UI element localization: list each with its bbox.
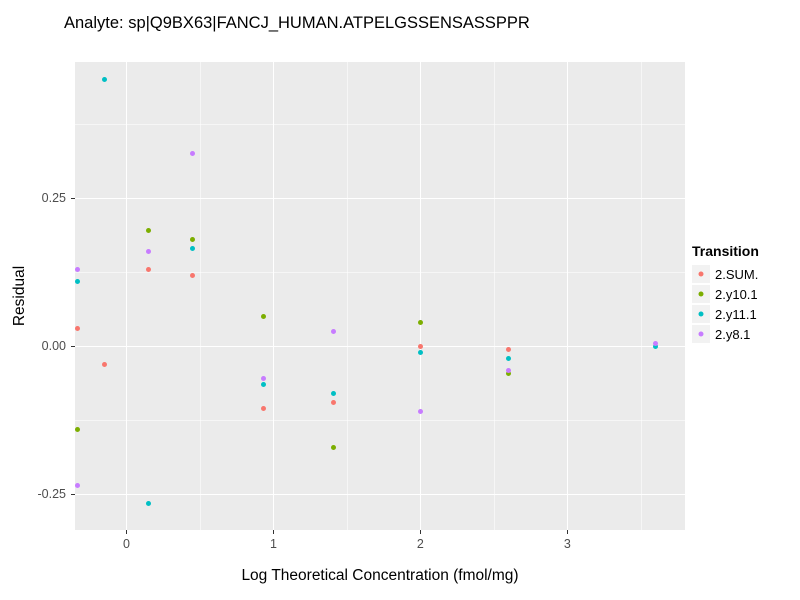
data-point (190, 237, 196, 243)
y-tick-label: 0.00 (41, 339, 66, 354)
x-major-gridline (419, 62, 422, 530)
data-point (145, 228, 151, 234)
legend-key (692, 325, 710, 343)
legend-title: Transition (692, 243, 759, 259)
legend-item-label: 2.y10.1 (715, 286, 758, 302)
y-tick-label: 0.25 (41, 191, 66, 206)
data-point (331, 391, 337, 397)
legend-point-icon (698, 331, 704, 337)
data-point (506, 370, 512, 376)
legend-point-icon (698, 311, 704, 317)
legend-item: 2.y11.1 (692, 304, 759, 324)
x-tick-mark (419, 530, 422, 534)
y-minor-gridline (75, 271, 685, 273)
legend-item: 2.y10.1 (692, 284, 759, 304)
data-point (145, 266, 151, 272)
y-major-gridline (75, 197, 685, 199)
legend-items: 2.SUM. 2.y10.1 2.y11.1 2.y8.1 (692, 264, 759, 344)
y-axis-title: Residual (11, 265, 28, 327)
plot-panel (75, 62, 685, 530)
data-point (75, 278, 81, 284)
x-major-gridline (566, 62, 569, 530)
y-tick-mark (71, 493, 75, 496)
data-point (190, 272, 196, 278)
y-minor-gridline (75, 123, 685, 125)
x-major-gridline (272, 62, 275, 530)
x-minor-gridline (346, 62, 348, 530)
x-tick-label: 3 (563, 537, 571, 551)
legend-item-label: 2.y11.1 (715, 306, 757, 322)
data-point (417, 320, 423, 326)
data-point (331, 444, 337, 450)
data-point (75, 266, 81, 272)
data-point (101, 77, 107, 83)
y-major-gridline (75, 493, 685, 496)
data-point (145, 500, 151, 506)
data-point (260, 376, 266, 382)
y-major-gridline (75, 345, 685, 348)
x-minor-gridline (493, 62, 495, 530)
data-point (331, 400, 337, 406)
data-point (417, 409, 423, 415)
data-point (190, 246, 196, 252)
data-point (260, 406, 266, 412)
data-point (75, 426, 81, 432)
y-tick-label: -0.25 (37, 487, 67, 502)
data-point (260, 382, 266, 388)
data-point (506, 346, 512, 352)
y-tick-mark (71, 345, 75, 348)
x-tick-label: 0 (122, 537, 130, 551)
x-minor-gridline (199, 62, 201, 530)
data-point (101, 361, 107, 367)
data-point (417, 349, 423, 355)
data-point (653, 340, 659, 346)
legend-key (692, 285, 710, 303)
y-minor-gridline (75, 420, 685, 421)
data-point (145, 249, 151, 255)
legend: Transition 2.SUM. 2.y10.1 2.y11.1 2.y8.1 (692, 243, 759, 344)
x-tick-label: 1 (269, 537, 277, 551)
x-minor-gridline (640, 62, 642, 530)
legend-key (692, 265, 710, 283)
data-point (190, 151, 196, 157)
data-point (506, 355, 512, 361)
legend-item: 2.y8.1 (692, 324, 759, 344)
x-tick-label: 2 (416, 537, 424, 551)
legend-item-label: 2.y8.1 (715, 326, 751, 342)
x-tick-mark (566, 530, 569, 534)
legend-point-icon (698, 291, 704, 297)
data-point (75, 326, 81, 332)
legend-item: 2.SUM. (692, 264, 759, 284)
x-major-gridline (125, 62, 128, 530)
data-point (75, 483, 81, 489)
legend-point-icon (698, 271, 704, 277)
data-point (653, 343, 659, 349)
data-point (260, 314, 266, 320)
legend-item-label: 2.SUM. (715, 266, 759, 282)
data-point (417, 343, 423, 349)
x-tick-mark (125, 530, 128, 534)
y-tick-mark (71, 197, 75, 199)
data-point (331, 329, 337, 335)
x-axis-title: Log Theoretical Concentration (fmol/mg) (241, 567, 519, 584)
x-tick-mark (272, 530, 275, 534)
data-point (506, 367, 512, 373)
plot-title: Analyte: sp|Q9BX63|FANCJ_HUMAN.ATPELGSSE… (64, 14, 530, 32)
legend-key (692, 305, 710, 323)
